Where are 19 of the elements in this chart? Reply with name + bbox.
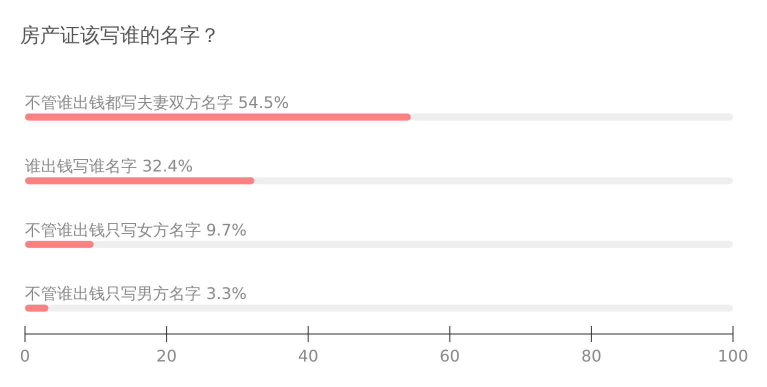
y-tick-label: 谁出钱写谁名字 32.4% [25, 156, 193, 176]
bar [48, 304, 733, 312]
x-tick-label: 80 [581, 346, 602, 366]
bar [94, 240, 733, 248]
bar [25, 114, 411, 120]
x-tick-label: 40 [298, 346, 318, 366]
x-tick-label: 20 [156, 346, 177, 366]
y-tick-label: 不管谁出钱都写夫妻双方名字 54.5% [25, 93, 289, 112]
x-tick-label: 100 [718, 346, 748, 366]
bar [25, 304, 48, 312]
y-tick-label: 不管谁出钱只写男方名字 3.3% [25, 284, 247, 304]
chart-title: 房产证该写谁的名字？ [20, 23, 220, 47]
bar [25, 240, 94, 248]
bar [254, 177, 733, 184]
x-tick-label: 60 [440, 346, 460, 366]
y-tick-label: 不管谁出钱只写女方名字 9.7% [25, 220, 247, 240]
bar [25, 177, 254, 184]
x-tick-label: 0 [20, 346, 30, 366]
bar [410, 114, 733, 120]
